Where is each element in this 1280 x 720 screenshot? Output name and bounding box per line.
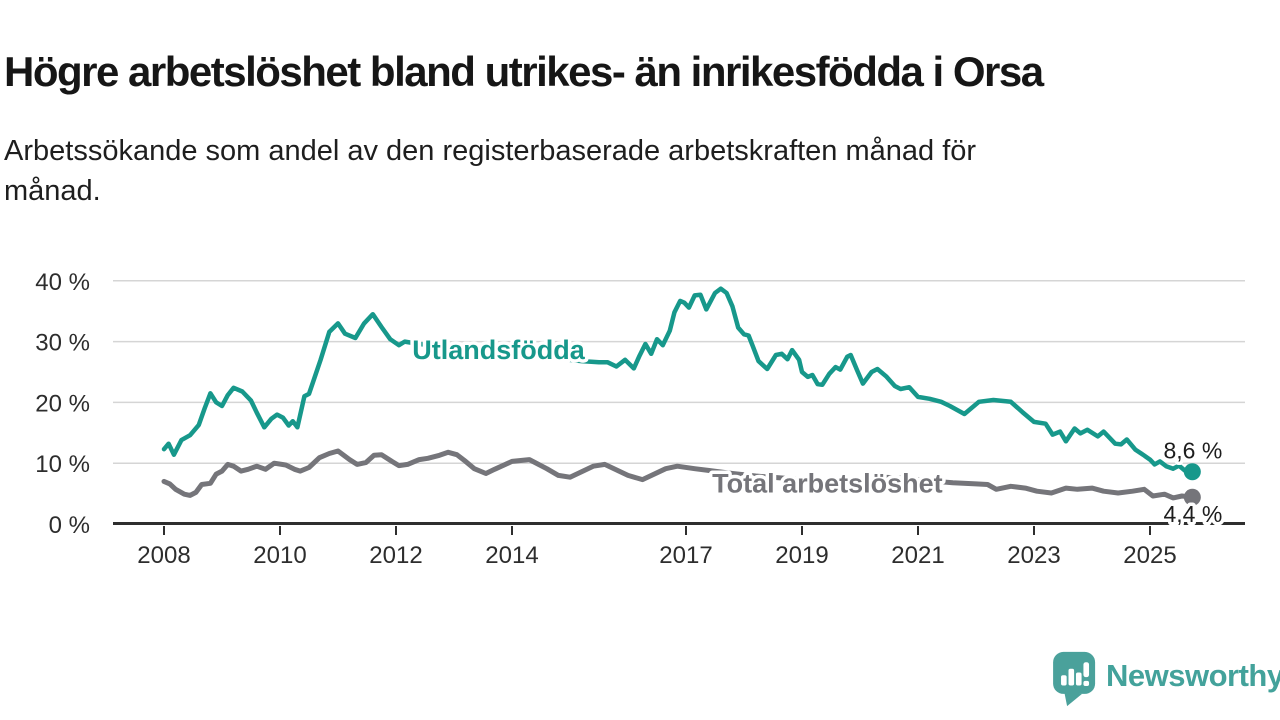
series-end-dot	[1183, 488, 1201, 506]
series-line-total	[161, 448, 1195, 501]
newsworthy-logo: Newsworthy	[1052, 651, 1280, 707]
x-axis-tick-label: 2025	[1123, 542, 1176, 569]
series-end-value: 4,4 %	[1164, 501, 1223, 527]
y-axis-tick-label: 40 %	[35, 269, 90, 296]
series-end-dot	[1183, 463, 1201, 481]
x-axis-tick-label: 2010	[253, 542, 306, 569]
x-axis-tick-label: 2008	[137, 542, 190, 569]
x-axis-tick-label: 2023	[1007, 542, 1060, 569]
x-axis-tick-label: 2019	[775, 542, 828, 569]
x-axis-tick-label: 2014	[485, 542, 538, 569]
subtitle-line-1: Arbetssökande som andel av den registerb…	[4, 135, 977, 167]
y-axis-tick-label: 0 %	[49, 512, 90, 539]
x-axis-tick-label: 2021	[891, 542, 944, 569]
page-title: Högre arbetslöshet bland utrikes- än inr…	[4, 48, 1044, 96]
newsworthy-logo-text: Newsworthy	[1106, 658, 1280, 693]
newsworthy-logo-icon	[1053, 651, 1096, 707]
subtitle-line-2: månad.	[4, 175, 101, 207]
series-end-value: 8,6 %	[1164, 438, 1223, 464]
series-label: Total arbetslöshet	[712, 468, 943, 498]
x-axis-tick-label: 2012	[369, 542, 422, 569]
series-label: Utlandsfödda	[412, 335, 585, 365]
y-axis-tick-label: 30 %	[35, 330, 90, 357]
y-axis-tick-label: 10 %	[35, 451, 90, 478]
y-axis-tick-label: 20 %	[35, 390, 90, 417]
x-axis-tick-label: 2017	[659, 542, 712, 569]
page-subtitle: Arbetssökande som andel av den registerb…	[4, 131, 1214, 211]
series-line-utlandsfodda	[161, 286, 1195, 474]
